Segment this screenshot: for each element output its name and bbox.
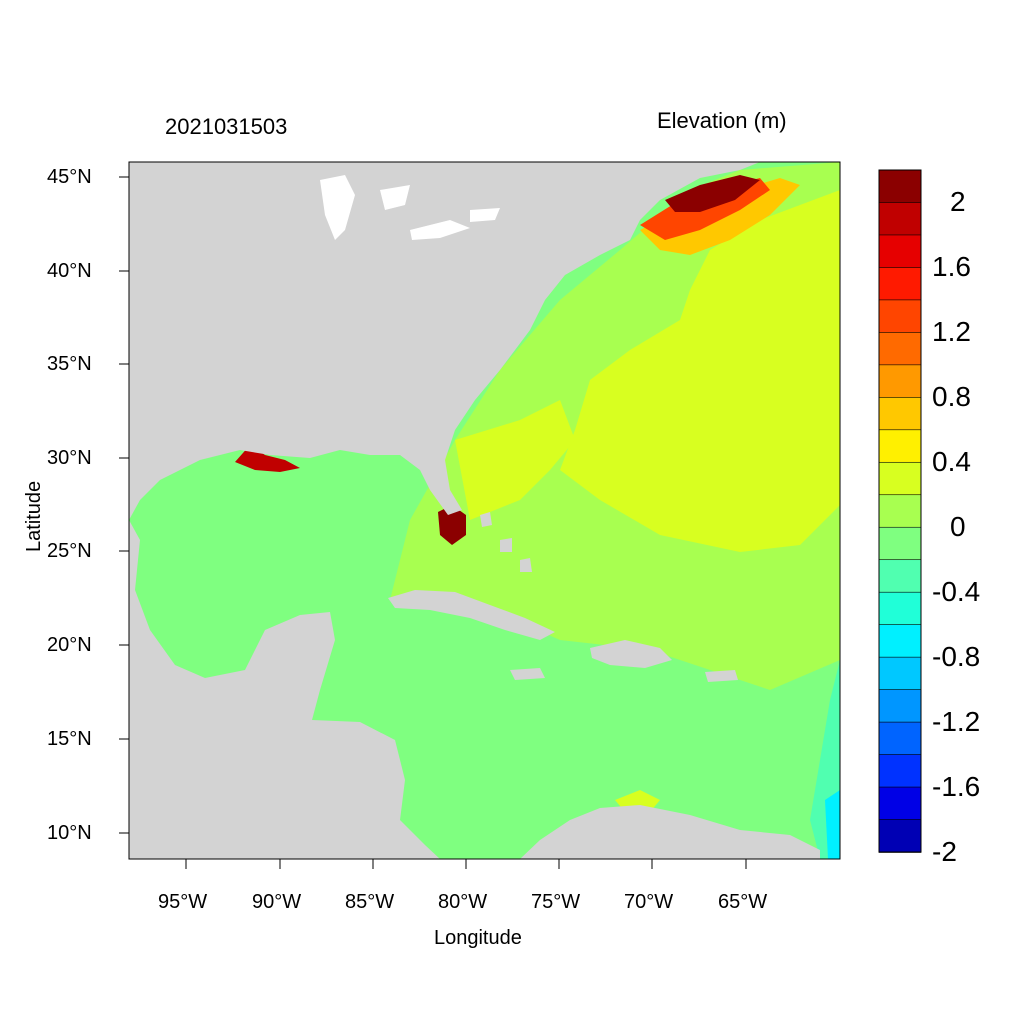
colorbar-label: -1.6 xyxy=(932,771,981,803)
land-hispaniola xyxy=(590,640,672,668)
northeast-surge-darkred xyxy=(665,175,760,212)
colorbar-label: -2 xyxy=(932,836,957,867)
y-tick-label: 35°N xyxy=(47,353,92,375)
colorbar-swatch xyxy=(878,461,922,496)
y-tick-label: 20°N xyxy=(47,634,92,656)
colorbar-swatch xyxy=(878,234,922,269)
colorbar-label: 0.8 xyxy=(932,381,971,413)
colorbar-swatch xyxy=(878,494,922,529)
colorbar-label: -0.8 xyxy=(932,641,981,673)
colorbar-swatch xyxy=(878,786,922,821)
colorbar-swatch xyxy=(878,364,922,399)
colorbar-swatch xyxy=(878,526,922,561)
land-puerto-rico xyxy=(705,670,738,682)
land-jamaica xyxy=(510,668,545,680)
colorbar-swatch xyxy=(878,559,922,593)
colorbar-swatch xyxy=(878,332,922,366)
south-florida-surge xyxy=(438,505,466,545)
x-tick-label: 95°W xyxy=(158,891,208,913)
x-ticks xyxy=(185,859,747,869)
colorbar-swatch xyxy=(878,689,922,723)
colorbar-swatch xyxy=(878,397,922,431)
atlantic-moderate-zone xyxy=(560,190,840,552)
y-tick-label: 40°N xyxy=(47,260,92,282)
colorbar-label: 1.6 xyxy=(932,251,971,283)
variable-title: Elevation (m) xyxy=(657,108,787,133)
y-ticks xyxy=(119,176,129,834)
colorbar-swatch xyxy=(878,591,922,626)
map-area xyxy=(129,162,840,859)
x-tick-label: 75°W xyxy=(531,891,581,913)
y-tick-label: 45°N xyxy=(47,166,92,188)
land-mexico-central-america xyxy=(129,520,440,859)
x-tick-label: 85°W xyxy=(345,891,395,913)
x-tick-label: 80°W xyxy=(438,891,488,913)
colorbar-swatch xyxy=(878,656,922,691)
colorbar-swatch xyxy=(878,299,922,334)
x-tick-label: 65°W xyxy=(718,891,768,913)
land-bahamas xyxy=(480,512,532,572)
colorbar-label: 1.2 xyxy=(932,316,971,348)
colorbar-swatch xyxy=(878,721,922,756)
gulfstream-moderate-band xyxy=(455,400,575,520)
colorbar-label: -0.4 xyxy=(932,576,981,608)
colorbar-swatch xyxy=(878,267,922,301)
colorbar-swatch xyxy=(878,169,922,204)
land-south-america xyxy=(520,805,820,859)
colorbar-label: 0.4 xyxy=(932,446,971,478)
land-cuba xyxy=(388,590,555,640)
colorbar-swatch xyxy=(878,202,922,236)
colorbar-label: 0 xyxy=(950,511,966,543)
date-title: 2021031503 xyxy=(165,114,288,139)
colorbar-label: 2 xyxy=(950,186,966,218)
great-lakes xyxy=(320,175,500,240)
x-tick-label: 90°W xyxy=(252,891,302,913)
y-tick-label: 30°N xyxy=(47,447,92,469)
y-axis-label: Latitude xyxy=(23,480,45,552)
colorbar-label: -1.2 xyxy=(932,706,981,738)
x-axis-label: Longitude xyxy=(434,927,522,949)
colorbar-swatch xyxy=(878,819,922,853)
colorbar-swatch xyxy=(878,754,922,788)
y-tick-label: 25°N xyxy=(47,540,92,562)
y-tick-label: 15°N xyxy=(47,728,92,750)
x-tick-label: 70°W xyxy=(624,891,674,913)
colorbar-frame xyxy=(878,169,922,853)
land-north-america xyxy=(129,162,760,520)
map-frame xyxy=(128,161,841,860)
antilles-strong-negative xyxy=(825,790,840,859)
colorbar xyxy=(878,169,922,853)
colorbar-swatch xyxy=(878,624,922,658)
colorbar-swatch xyxy=(878,429,922,464)
y-tick-label: 10°N xyxy=(47,822,92,844)
